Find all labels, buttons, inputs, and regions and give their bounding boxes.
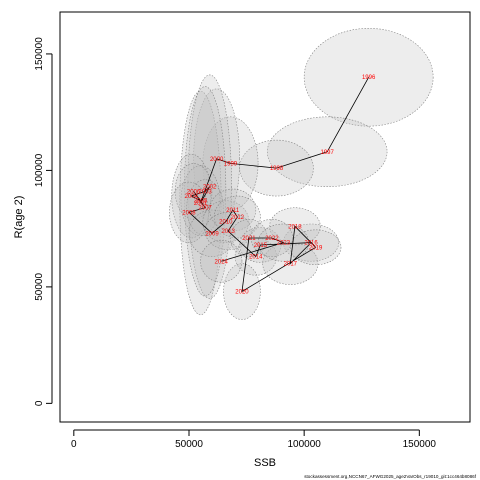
x-tick-label: 150000 [403, 439, 437, 450]
trajectory-line [188, 77, 370, 293]
x-tick-label: 0 [71, 439, 77, 450]
point-label-2024: 2024 [215, 259, 229, 265]
point-label-2004: 2004 [185, 194, 199, 200]
point-label-2018: 2018 [288, 224, 302, 230]
point-label-2017: 2017 [284, 262, 298, 268]
point-label-2014: 2014 [249, 255, 263, 261]
point-label-2008: 2008 [182, 210, 196, 216]
y-tick-label: 0 [34, 400, 45, 406]
point-label-2002: 2002 [203, 185, 217, 191]
point-label-1997: 1997 [321, 150, 335, 156]
point-label-1999: 1999 [224, 161, 238, 167]
point-label-2007: 2007 [198, 206, 212, 212]
y-tick-label: 150000 [34, 37, 45, 71]
plot-frame [59, 11, 471, 423]
point-label-2023: 2023 [277, 241, 291, 247]
x-tick-label: 50000 [175, 439, 203, 450]
confidence-ellipses [169, 28, 434, 320]
point-label-2020: 2020 [235, 290, 249, 296]
footer-source: stockassessment.org,NCCN67_AFWG2025_age2… [304, 474, 476, 479]
point-label-2019: 2019 [309, 245, 323, 251]
y-axis: 0 50000 100000 150000 [34, 37, 53, 406]
y-tick-label: 50000 [34, 273, 45, 301]
point-label-2005: 2005 [194, 199, 208, 205]
point-label-2013: 2013 [221, 229, 235, 235]
point-label-2000: 2000 [210, 157, 224, 163]
point-label-2021: 2021 [242, 236, 256, 242]
point-label-2015: 2015 [254, 243, 268, 249]
x-axis: 0 50000 100000 150000 [71, 429, 437, 450]
point-label-2006: 2006 [187, 189, 201, 195]
y-tick-label: 100000 [34, 153, 45, 187]
point-label-1998: 1998 [270, 166, 284, 172]
point-label-1996: 1996 [362, 75, 376, 81]
point-label-2016: 2016 [304, 241, 318, 247]
point-label-2012: 2012 [231, 215, 245, 221]
point-label-2022: 2022 [265, 236, 279, 242]
point-label-2001: 2001 [194, 201, 208, 207]
y-axis-title: R(age 2) [13, 196, 25, 239]
point-label-2009: 2009 [205, 231, 219, 237]
x-tick-label: 100000 [287, 439, 321, 450]
point-label-2010: 2010 [219, 220, 233, 226]
x-axis-title: SSB [254, 457, 276, 469]
point-label-2003: 2003 [198, 189, 212, 195]
point-label-2011: 2011 [226, 208, 240, 214]
